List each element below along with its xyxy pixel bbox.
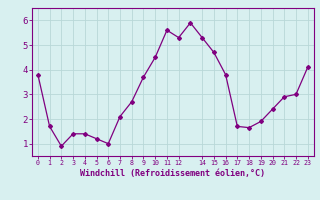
X-axis label: Windchill (Refroidissement éolien,°C): Windchill (Refroidissement éolien,°C) bbox=[80, 169, 265, 178]
